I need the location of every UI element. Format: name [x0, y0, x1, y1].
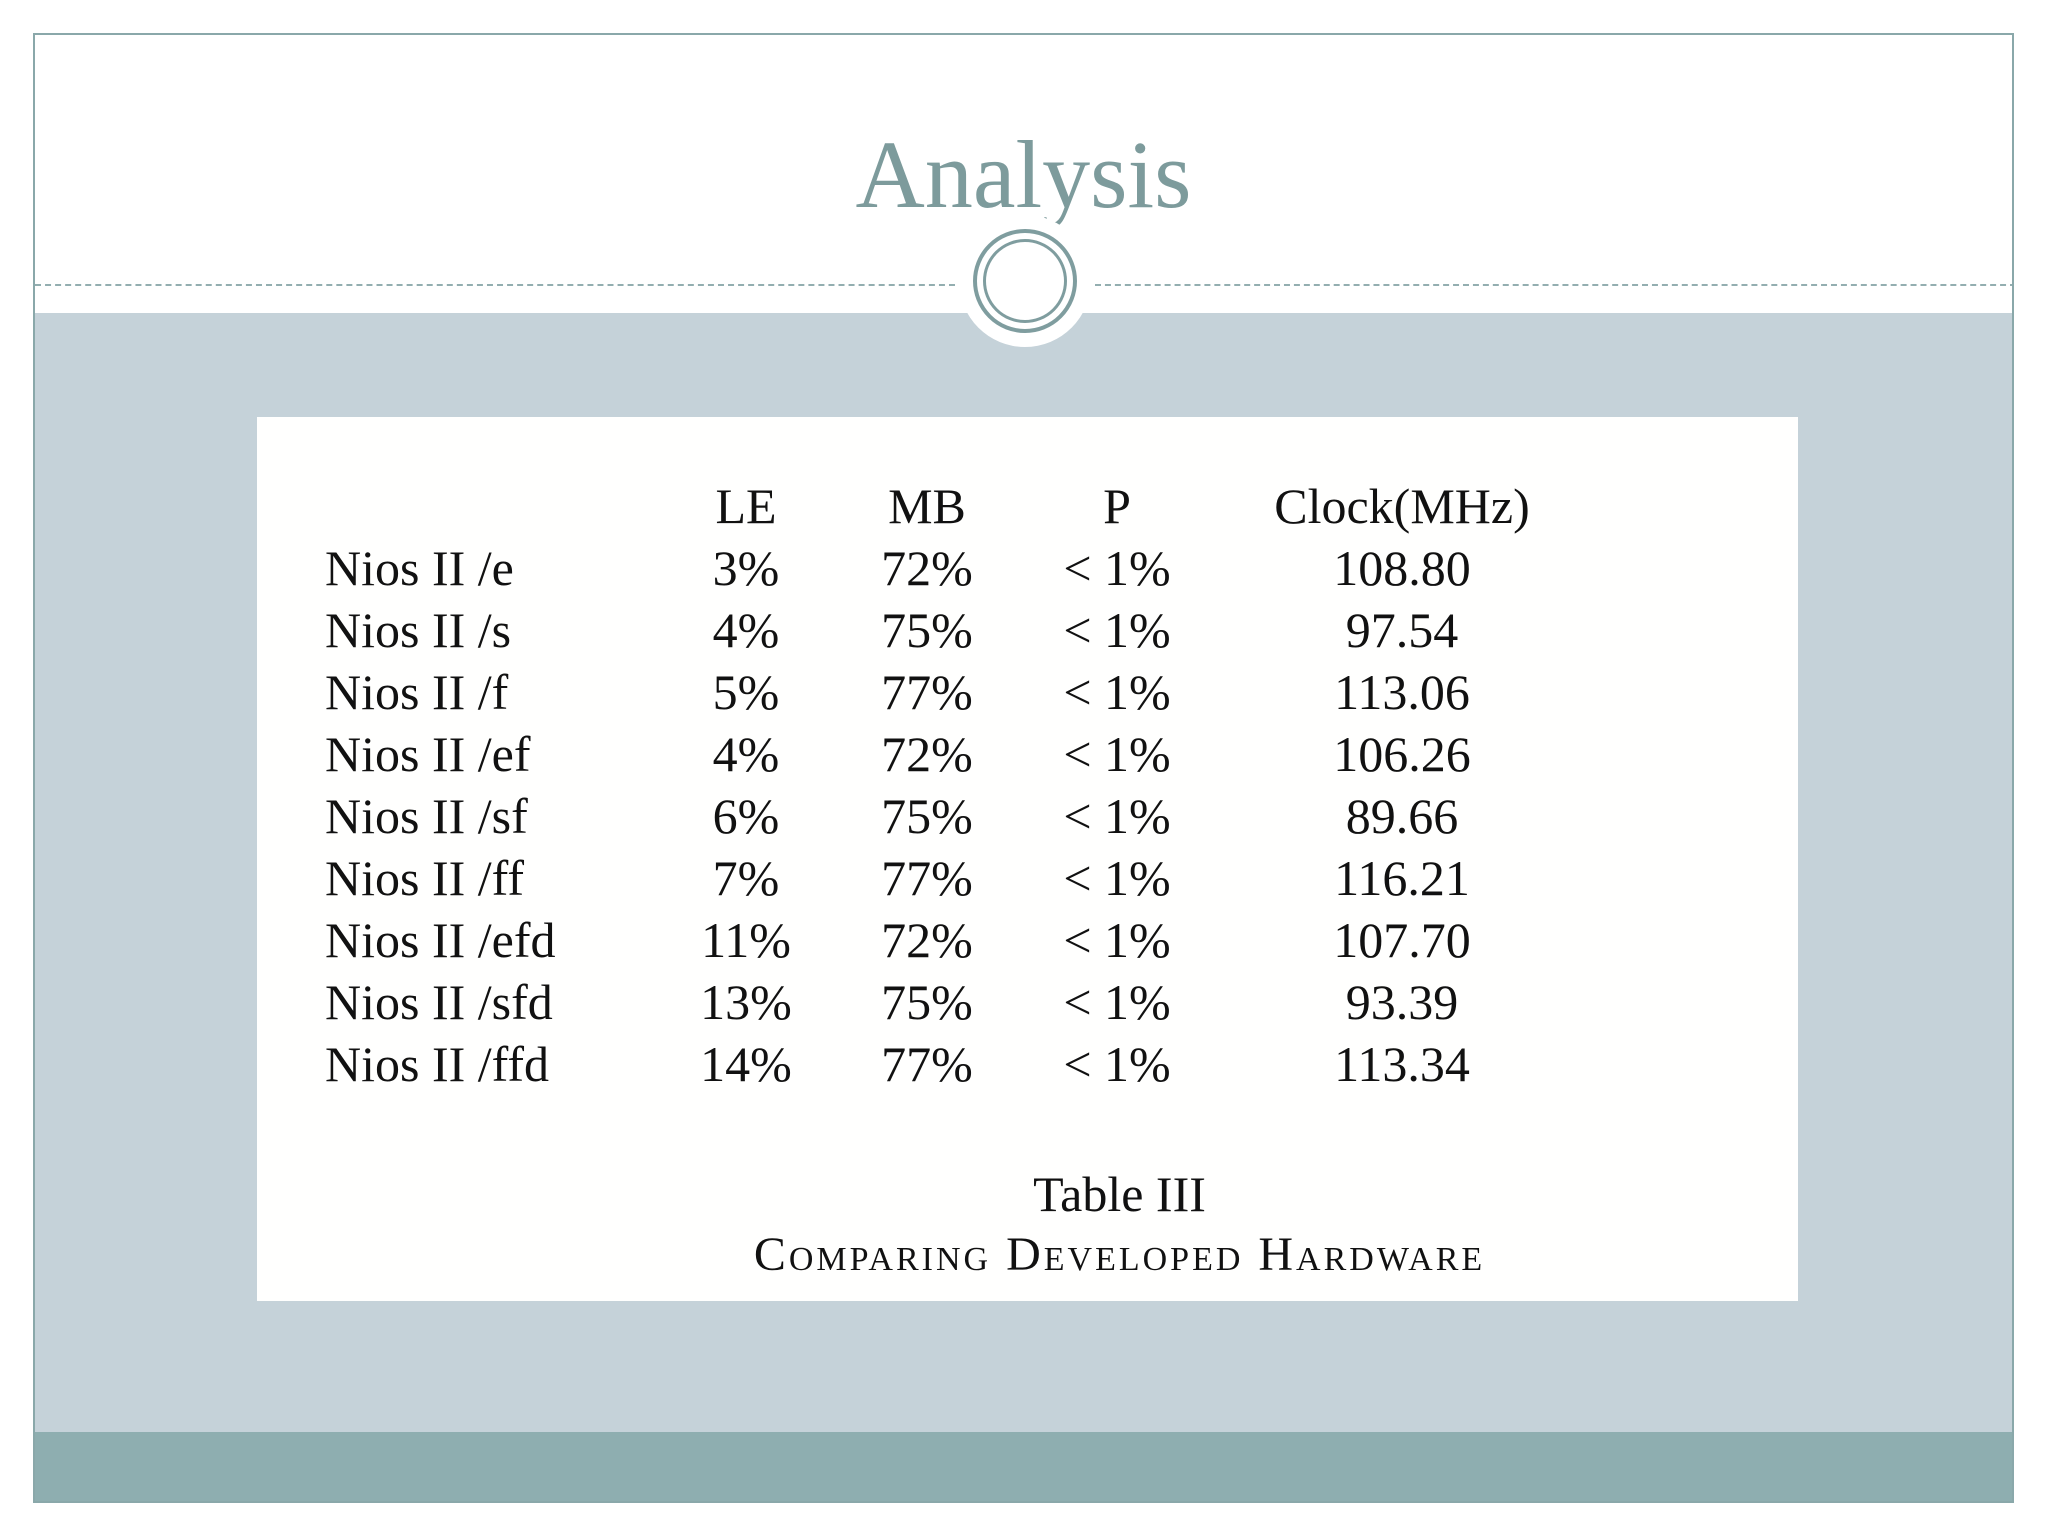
table-row: Nios II /ef 4% 72% < 1% 106.26: [325, 723, 1587, 785]
table-row: Nios II /ffd 14% 77% < 1% 113.34: [325, 1033, 1587, 1095]
cell-le: 6%: [712, 788, 780, 844]
cell-clock: 108.80: [1333, 540, 1471, 596]
cell-p: < 1%: [1063, 726, 1171, 782]
cell-p: < 1%: [1063, 664, 1171, 720]
table-row: Nios II /f 5% 77% < 1% 113.06: [325, 661, 1587, 723]
cell-le: 7%: [712, 850, 780, 906]
cell-clock: 97.54: [1345, 602, 1459, 658]
cell-clock: 89.66: [1345, 788, 1459, 844]
header-p: P: [1103, 478, 1131, 534]
slide: Analysis LE MB P Clock(MHz) Nios II /e 3…: [33, 33, 2014, 1503]
table-row: Nios II /ff 7% 77% < 1% 116.21: [325, 847, 1587, 909]
table-row: Nios II /sf 6% 75% < 1% 89.66: [325, 785, 1587, 847]
cell-mb: 72%: [881, 540, 973, 596]
divider-right: [1095, 284, 2012, 286]
cell-p: < 1%: [1063, 850, 1171, 906]
table-image: LE MB P Clock(MHz) Nios II /e 3% 72% < 1…: [257, 417, 1798, 1301]
table-row: Nios II /sfd 13% 75% < 1% 93.39: [325, 971, 1587, 1033]
cell-clock: 113.06: [1334, 664, 1470, 720]
cell-p: < 1%: [1063, 788, 1171, 844]
table-row: Nios II /s 4% 75% < 1% 97.54: [325, 599, 1587, 661]
cell-mb: 72%: [881, 912, 973, 968]
cell-clock: 113.34: [1334, 1036, 1470, 1092]
cell-mb: 77%: [881, 850, 973, 906]
cell-p: < 1%: [1063, 602, 1171, 658]
cell-le: 11%: [701, 912, 791, 968]
cell-le: 4%: [712, 726, 780, 782]
table-caption-number: Table III: [1033, 1166, 1206, 1222]
cell-le: 5%: [712, 664, 780, 720]
circle-ornament-icon: [973, 229, 1077, 333]
cell-le: 3%: [712, 540, 780, 596]
table-row: Nios II /e 3% 72% < 1% 108.80: [325, 537, 1587, 599]
cell-le: 4%: [712, 602, 780, 658]
table-row: Nios II /efd 11% 72% < 1% 107.70: [325, 909, 1587, 971]
header-clock: Clock(MHz): [1274, 478, 1530, 534]
slide-title: Analysis: [855, 121, 1192, 228]
cell-name: Nios II /ffd: [325, 1036, 550, 1092]
cell-name: Nios II /sfd: [325, 974, 553, 1030]
table-header-row: LE MB P Clock(MHz): [325, 475, 1587, 537]
cell-name: Nios II /ef: [325, 726, 531, 782]
cell-clock: 107.70: [1333, 912, 1471, 968]
cell-clock: 106.26: [1333, 726, 1471, 782]
cell-mb: 77%: [881, 664, 973, 720]
cell-clock: 93.39: [1345, 974, 1459, 1030]
cell-p: < 1%: [1063, 912, 1171, 968]
divider-left: [35, 284, 955, 286]
cell-name: Nios II /s: [325, 602, 512, 658]
cell-le: 14%: [700, 1036, 792, 1092]
cell-clock: 116.21: [1334, 850, 1470, 906]
table-caption-title: Comparing Developed Hardware: [753, 1228, 1486, 1281]
cell-mb: 77%: [881, 1036, 973, 1092]
cell-name: Nios II /sf: [325, 788, 528, 844]
cell-p: < 1%: [1063, 974, 1171, 1030]
hardware-table: LE MB P Clock(MHz) Nios II /e 3% 72% < 1…: [325, 475, 1587, 1095]
cell-name: Nios II /e: [325, 540, 514, 596]
cell-name: Nios II /ff: [325, 850, 525, 906]
cell-mb: 75%: [881, 602, 973, 658]
header-le: LE: [715, 478, 777, 534]
header-name: [325, 475, 655, 537]
cell-le: 13%: [700, 974, 792, 1030]
circle-ornament-inner: [983, 239, 1067, 323]
footer-band: [35, 1432, 2012, 1501]
cell-mb: 75%: [881, 788, 973, 844]
cell-name: Nios II /f: [325, 664, 509, 720]
cell-p: < 1%: [1063, 1036, 1171, 1092]
cell-name: Nios II /efd: [325, 912, 556, 968]
cell-mb: 75%: [881, 974, 973, 1030]
cell-p: < 1%: [1063, 540, 1171, 596]
header-mb: MB: [888, 478, 966, 534]
cell-mb: 72%: [881, 726, 973, 782]
